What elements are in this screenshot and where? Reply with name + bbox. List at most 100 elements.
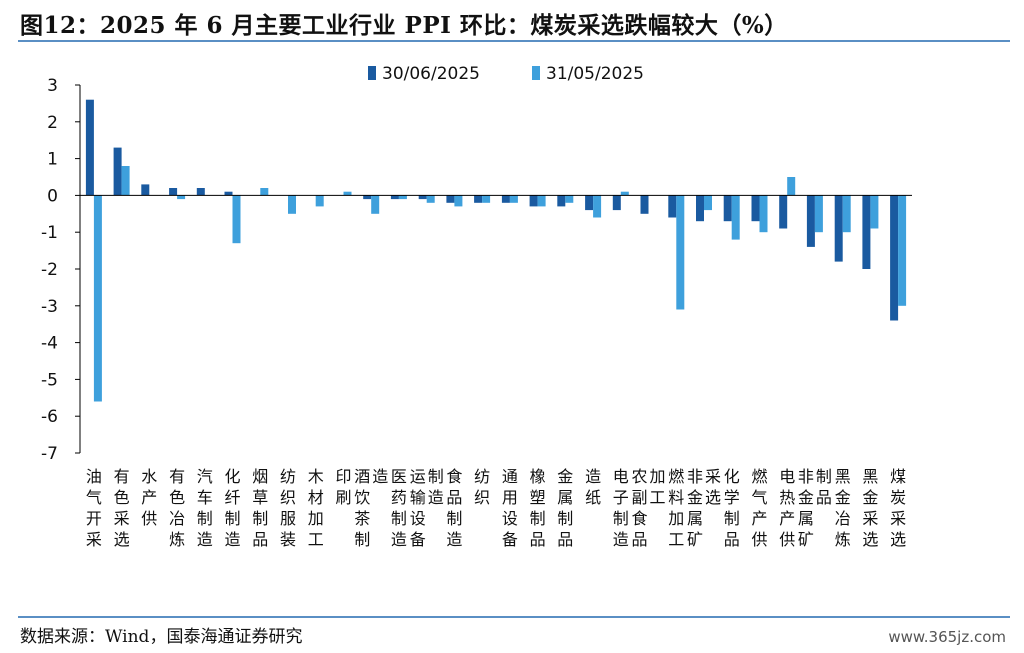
bar-s1-24 [751,195,760,222]
bar-s1-10 [363,195,372,200]
category-char: 气 [751,488,767,507]
bar-s2-8 [315,195,324,207]
title-rule [18,40,1010,42]
bar-s1-19 [612,195,621,211]
category-char: 色 [114,488,130,507]
bar-s1-2 [141,184,150,196]
bar-s2-23 [731,195,740,240]
legend: 30/06/2025 31/05/2025 [368,64,644,84]
category-char: 采 [890,509,906,528]
category-char: 选 [862,530,878,549]
category-char: 服 [280,509,296,528]
category-char: 制 [446,509,462,528]
category-char: 电 [613,467,629,486]
category-char: 加 [649,467,665,486]
category-char: 属 [557,488,573,507]
category-char: 制 [816,467,832,486]
bar-s1-0 [85,99,94,196]
figure-title: 图12：2025 年 6 月主要工业行业 PPI 环比：煤炭采选跌幅较大（%） [20,12,788,39]
category-char: 造 [197,530,213,549]
category-char: 食 [631,509,647,528]
category-char: 车 [197,488,213,507]
category-char: 工 [668,530,684,549]
bar-s1-4 [196,188,205,196]
category-char: 炭 [890,488,906,507]
category-char: 造 [224,530,240,549]
category-char: 印 [335,467,351,486]
bar-s2-3 [177,195,186,200]
category-char: 子 [613,488,629,507]
bar-s2-13 [454,195,463,207]
category-char: 冶 [169,509,185,528]
category-char: 备 [502,530,518,549]
category-char: 木 [308,467,324,486]
bar-s1-27 [834,195,843,262]
bar-s2-29 [898,195,907,306]
category-char: 副 [631,488,647,507]
category-label: 造纸 [585,467,601,507]
category-char: 供 [779,530,795,549]
category-char: 加 [668,509,684,528]
category-char: 设 [410,509,426,528]
source-rule [18,616,1010,618]
bar-s1-18 [585,195,594,211]
category-char: 有 [114,467,130,486]
category-label: 纺织 [474,467,490,507]
category-char: 制 [354,530,370,549]
watermark: www.365jz.com [888,628,1006,646]
category-char: 造 [372,467,388,486]
bar-s2-25 [787,177,796,196]
category-char: 材 [308,488,324,507]
bar-s2-10 [371,195,380,214]
y-tick-label: -6 [41,407,58,427]
bar-s1-23 [723,195,732,222]
bar-s2-14 [482,195,491,203]
bar-s1-14 [474,195,483,203]
category-char: 纤 [224,488,240,507]
bar-s2-15 [509,195,518,203]
category-char: 加 [308,509,324,528]
category-char: 药 [391,488,407,507]
category-char: 矿 [687,530,703,549]
bar-s2-27 [842,195,851,233]
bar-s2-11 [398,195,407,200]
category-char: 品 [631,530,647,549]
category-char: 水 [141,467,157,486]
category-char: 医 [391,467,407,486]
bar-s1-20 [640,195,649,214]
category-char: 运 [410,467,426,486]
legend-label-2: 31/05/2025 [546,64,644,84]
bar-s1-11 [390,195,399,200]
category-char: 烟 [252,467,268,486]
category-char: 制 [391,509,407,528]
category-char: 纸 [585,488,601,507]
category-char: 炼 [835,530,851,549]
bar-s1-3 [169,188,178,196]
category-char: 饮 [354,488,370,507]
bar-s2-16 [537,195,546,207]
category-char: 选 [705,488,721,507]
bar-s2-22 [704,195,712,211]
category-char: 品 [816,488,832,507]
y-tick-label: 0 [47,186,58,206]
category-char: 制 [557,509,573,528]
category-char: 品 [446,488,462,507]
category-char: 金 [687,488,703,507]
category-char: 采 [86,530,102,549]
bar-s2-21 [676,195,685,310]
category-char: 色 [169,488,185,507]
y-tick-label: -4 [41,334,58,354]
category-char: 炼 [169,530,185,549]
category-char: 农 [631,467,647,486]
